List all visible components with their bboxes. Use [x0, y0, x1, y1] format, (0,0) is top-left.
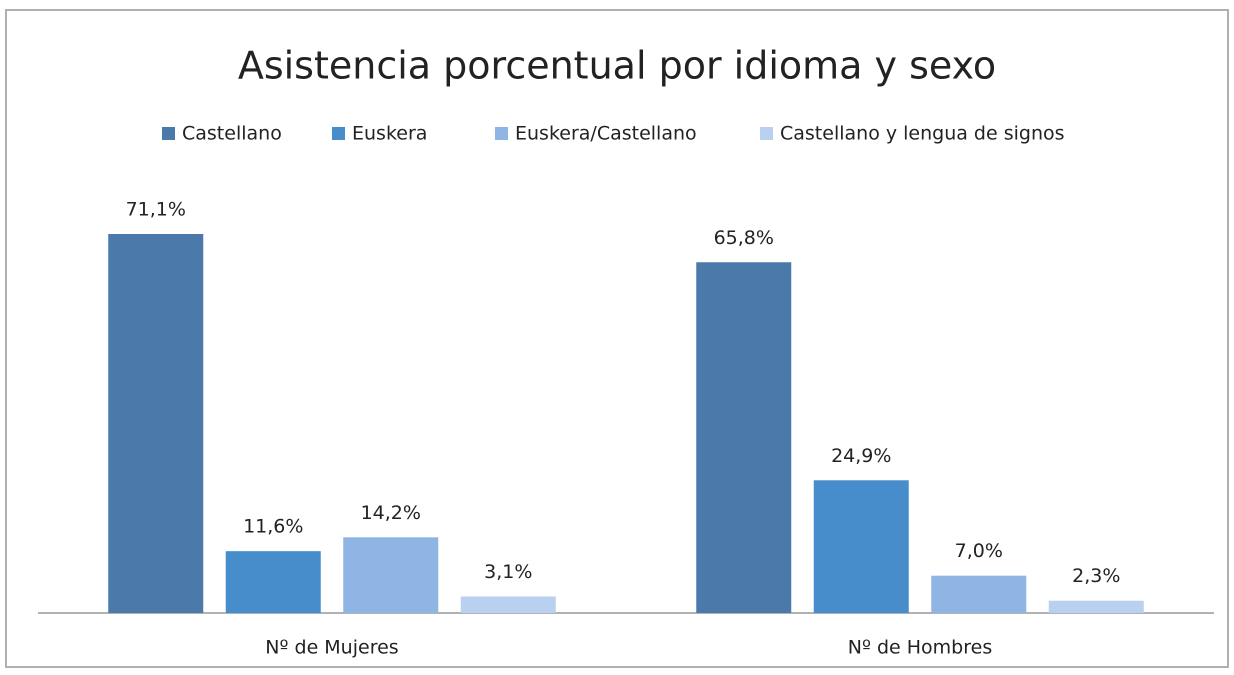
- bar: [108, 234, 204, 613]
- chart-border: [5, 9, 1229, 668]
- x-tick-label: Nº de Hombres: [848, 637, 992, 659]
- legend-label: Euskera: [352, 123, 427, 145]
- bar: [813, 480, 909, 613]
- data-label: 11,6%: [243, 516, 303, 538]
- bar: [696, 262, 792, 613]
- bar: [343, 537, 439, 613]
- bar: [460, 596, 556, 613]
- data-label: 71,1%: [126, 199, 186, 221]
- legend-label: Castellano: [182, 123, 282, 145]
- legend-swatch: [760, 127, 773, 140]
- legend-swatch: [162, 127, 175, 140]
- bar: [1048, 600, 1144, 613]
- legend-label: Castellano y lengua de signos: [780, 123, 1065, 145]
- data-label: 24,9%: [831, 445, 891, 467]
- data-label: 14,2%: [361, 502, 421, 524]
- legend-swatch: [495, 127, 508, 140]
- bar: [225, 551, 321, 613]
- data-label: 3,1%: [484, 561, 532, 583]
- legend-swatch: [332, 127, 345, 140]
- chart-title: Asistencia porcentual por idioma y sexo: [238, 44, 996, 88]
- data-label: 7,0%: [955, 540, 1003, 562]
- legend-label: Euskera/Castellano: [515, 123, 697, 145]
- x-tick-label: Nº de Mujeres: [265, 637, 398, 659]
- bar: [931, 575, 1027, 613]
- data-label: 2,3%: [1072, 565, 1120, 587]
- data-label: 65,8%: [714, 227, 774, 249]
